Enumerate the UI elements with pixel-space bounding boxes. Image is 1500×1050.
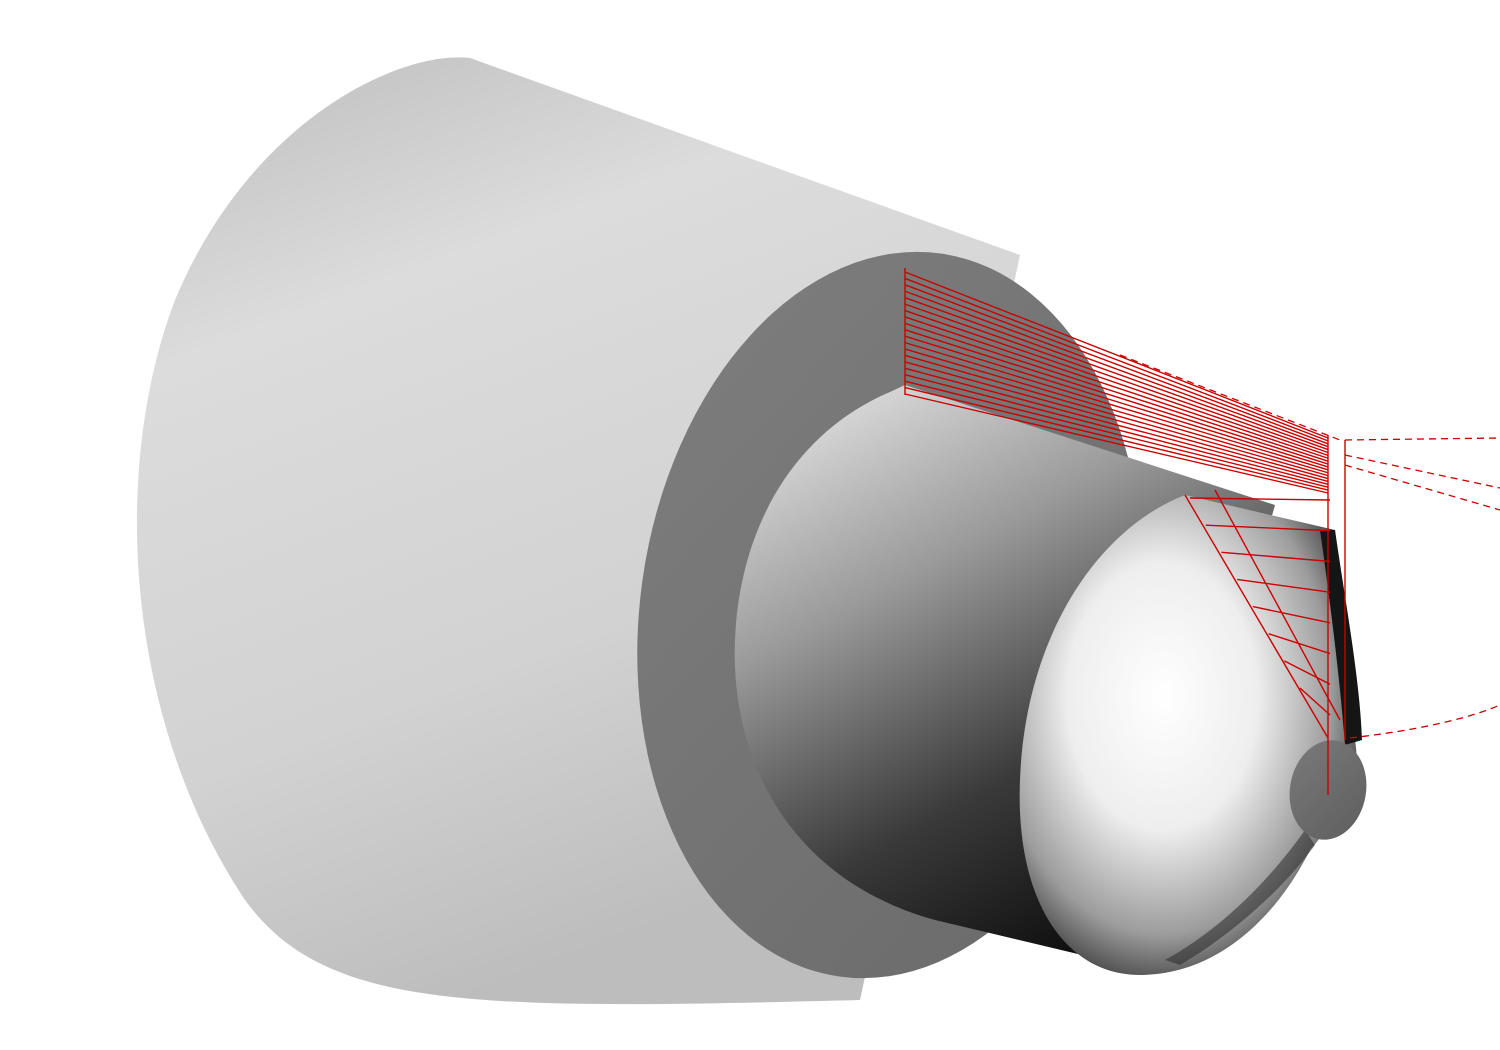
cone xyxy=(1019,495,1362,975)
chamfer-pass-line xyxy=(1237,578,1331,593)
chamfer-profile xyxy=(1184,494,1329,739)
chamfer-passes xyxy=(1189,497,1331,716)
chamfer-pass-line xyxy=(1299,687,1331,716)
roughing-pass-line xyxy=(904,354,1329,477)
roughing-pass-line xyxy=(904,393,1329,494)
roughing-pass-line xyxy=(904,303,1329,454)
chamfer-pass-line xyxy=(1189,497,1331,501)
chamfer-profile-2 xyxy=(1214,489,1341,721)
toolpath xyxy=(904,268,1500,795)
rapid-moves xyxy=(1119,354,1500,739)
roughing-pass-line xyxy=(904,322,1329,462)
rapid-move-5 xyxy=(1349,704,1500,739)
roughing-pass-line xyxy=(904,380,1329,488)
roughing-passes xyxy=(904,271,1329,494)
roughing-pass-line xyxy=(904,335,1329,468)
rapid-move-4 xyxy=(1119,354,1341,441)
chamfer-pass-line xyxy=(1221,551,1331,563)
chamfer-pass-line xyxy=(1252,605,1331,624)
chamfer-pass-line xyxy=(1283,660,1331,685)
rapid-move-2 xyxy=(1344,454,1500,489)
roughing-pass-line xyxy=(904,309,1329,457)
roughing-pass-line xyxy=(904,367,1329,483)
roughing-pass-line xyxy=(904,290,1329,448)
roughing-pass-line xyxy=(904,341,1329,471)
rapid-move-1 xyxy=(1344,437,1500,441)
roughing-pass-line xyxy=(904,316,1329,459)
roughing-pass-line xyxy=(904,348,1329,474)
cone-back-rim xyxy=(1320,530,1362,745)
cone-shadow-edge xyxy=(1165,830,1315,965)
roughing-pass-line xyxy=(904,284,1329,445)
roughing-pass-line xyxy=(904,374,1329,485)
roughing-pass-line xyxy=(904,329,1329,465)
cone-surface xyxy=(1019,495,1360,975)
roughing-pass-line xyxy=(904,271,1329,439)
roughing-pass-line xyxy=(904,386,1329,491)
roughing-pass-line xyxy=(904,277,1329,442)
roughing-pass-line xyxy=(904,361,1329,480)
roughing-pass-line xyxy=(904,297,1329,451)
chamfer-pass-line xyxy=(1205,524,1331,532)
rapid-move-3 xyxy=(1344,464,1500,511)
